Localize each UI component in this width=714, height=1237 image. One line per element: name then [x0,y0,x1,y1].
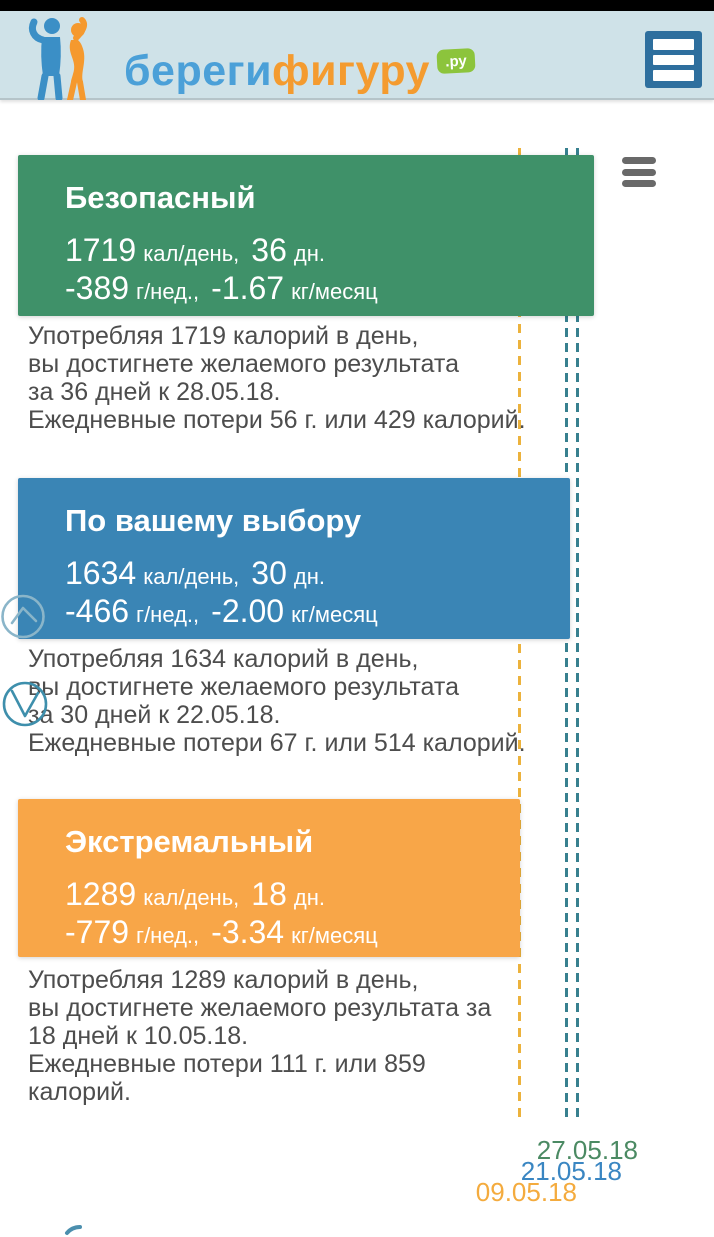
plan-card-safe[interactable]: Безопасный 1719 кал/день, 36 дн. -389 г/… [18,155,594,316]
description-line: Ежедневные потери 111 г. или 859 калорий… [28,1050,426,1106]
metric-monthly-loss: -2.00 [211,593,285,629]
metric-days: 30 [251,555,287,591]
description-line: 18 дней к 10.05.18. [28,1022,249,1050]
timeline-line-safe [576,148,579,1122]
plan-daily-metrics: 1289 кал/день, 18 дн. [65,877,510,915]
description-line: Ежедневные потери 67 г. или 514 калорий. [28,729,526,757]
metric-calories: 1634 [65,555,137,591]
metric-calories-unit: кал/день, [143,564,240,589]
plan-description-safe: Употребляя 1719 калорий в день, вы дости… [28,322,528,434]
description-line: вы достигнете желаемого результата [28,350,459,378]
plan-loss-metrics: -389 г/нед., -1.67 кг/месяц [65,271,584,309]
metric-weekly-loss: -389 [65,270,130,306]
status-bar [0,0,714,11]
plan-description-custom: Употребляя 1634 калорий в день, вы дости… [28,645,528,757]
description-line: Ежедневные потери 56 г. или 429 калорий. [28,406,526,434]
plan-loss-metrics: -466 г/нед., -2.00 кг/месяц [65,594,560,632]
metric-calories-unit: кал/день, [143,241,240,266]
timeline-date-safe: 27.05.18 [536,1135,638,1165]
scroll-up-button[interactable] [0,593,48,641]
metric-calories: 1289 [65,876,137,912]
logo-word-beregi: береги [124,47,272,95]
metric-monthly-loss-unit: кг/месяц [291,279,378,304]
plans-list-button[interactable] [622,157,656,192]
chevron-up-icon [1,594,45,639]
metric-weekly-loss: -779 [65,914,130,950]
metric-weekly-loss: -466 [65,593,130,629]
plan-description-extreme: Употребляя 1289 калорий в день, вы дости… [28,966,528,1106]
description-line: Употребляя 1719 калорий в день, [28,322,419,350]
metric-monthly-loss-unit: кг/месяц [291,923,378,948]
description-line: за 30 дней к 22.05.18. [28,701,281,729]
metric-days: 18 [251,876,287,912]
timeline-date-extreme: 09.05.18 [475,1177,577,1207]
metric-weekly-loss-unit: г/нед., [136,923,200,948]
plan-card-extreme[interactable]: Экстремальный 1289 кал/день, 18 дн. -779… [18,799,520,957]
metric-weekly-loss-unit: г/нед., [136,279,200,304]
description-line: Употребляя 1634 калорий в день, [28,645,419,673]
metric-calories: 1719 [65,232,137,268]
metric-monthly-loss-unit: кг/месяц [291,602,378,627]
plan-daily-metrics: 1634 кал/день, 30 дн. [65,556,560,594]
logo-word-figuru: фигуру [272,47,430,95]
header-menu-button[interactable] [645,31,702,88]
metric-days-unit: дн. [293,241,325,266]
metric-days-unit: дн. [293,564,325,589]
plan-card-custom[interactable]: По вашему выбору 1634 кал/день, 30 дн. -… [18,478,570,639]
description-line: вы достигнете желаемого результата [28,673,459,701]
metric-weekly-loss-unit: г/нед., [136,602,200,627]
scroll-down-button[interactable] [1,681,49,729]
metric-calories-unit: кал/день, [143,885,240,910]
description-line: Употребляя 1289 калорий в день, [28,966,419,994]
metric-monthly-loss: -3.34 [211,914,285,950]
plan-loss-metrics: -779 г/нед., -3.34 кг/месяц [65,915,510,953]
metric-days: 36 [251,232,287,268]
description-line: вы достигнете желаемого результата за [28,994,492,1022]
chevron-down-icon [2,681,48,727]
plan-title: Экстремальный [65,824,314,859]
hamburger-menu-icon [622,157,656,187]
plan-title: Безопасный [65,180,256,215]
metric-monthly-loss: -1.67 [211,270,285,306]
logo-domain-badge: .ру [436,48,476,74]
logo-wordmark: берегифигуру [124,47,430,96]
timeline-date-custom: 21.05.18 [520,1156,622,1186]
two-figures-icon [28,17,87,100]
plan-title: По вашему выбору [65,503,362,538]
description-line: за 36 дней к 28.05.18. [28,378,281,406]
app-header [0,11,714,100]
plan-daily-metrics: 1719 кал/день, 36 дн. [65,233,584,271]
partial-bottom-glyph [65,1225,82,1235]
metric-days-unit: дн. [293,885,325,910]
